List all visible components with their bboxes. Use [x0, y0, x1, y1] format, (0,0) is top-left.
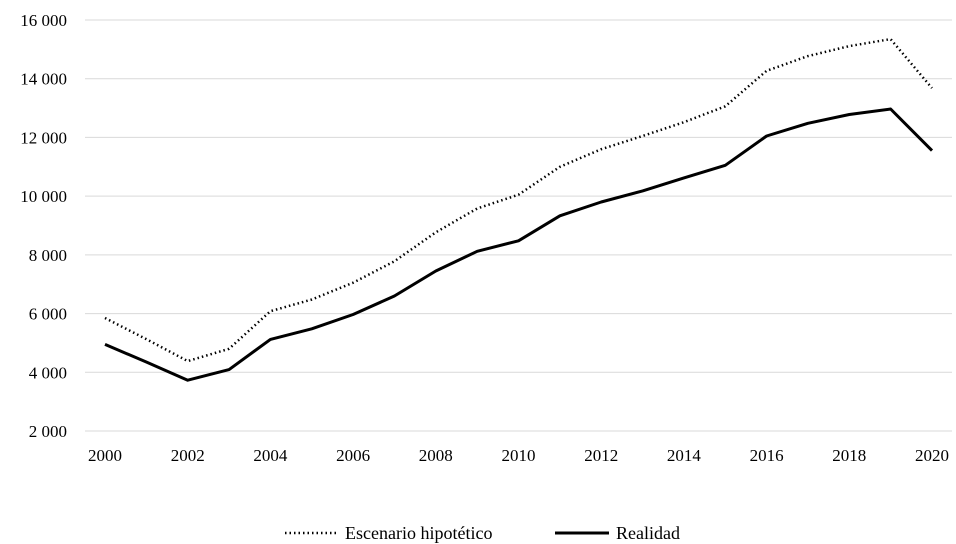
x-tick-label: 2020: [915, 446, 949, 465]
y-axis-tick-labels: 2 000 4 000 6 000 8 000 10 000 12 000 14 000 16…: [20, 11, 67, 441]
y-tick-label: 14 000: [20, 70, 67, 89]
x-tick-label: 2016: [750, 446, 784, 465]
gridlines: [85, 19, 952, 432]
x-tick-label: 2010: [502, 446, 536, 465]
y-tick-label: 4 000: [29, 363, 67, 382]
x-tick-label: 2006: [336, 446, 370, 465]
legend-label-realidad: Realidad: [616, 523, 680, 543]
x-tick-label: 2002: [171, 446, 205, 465]
y-tick-label: 8 000: [29, 246, 67, 265]
x-tick-label: 2018: [832, 446, 866, 465]
x-tick-label: 2014: [667, 446, 702, 465]
x-tick-label: 2008: [419, 446, 453, 465]
series-lines: [104, 37, 934, 382]
y-tick-label: 12 000: [20, 128, 67, 147]
y-tick-label: 16 000: [20, 11, 67, 30]
legend-label-escenario: Escenario hipotético: [345, 523, 492, 543]
y-tick-label: 10 000: [20, 187, 67, 206]
y-tick-label: 6 000: [29, 305, 67, 324]
y-tick-label: 2 000: [29, 422, 67, 441]
series-line-escenario: [104, 37, 933, 363]
series-line-realidad: [104, 107, 934, 382]
x-tick-label: 2000: [88, 446, 122, 465]
x-axis-tick-labels: 2000 2002 2004 2006 2008 2010 2012 2014 2016 2018…: [88, 446, 949, 465]
x-tick-label: 2012: [584, 446, 618, 465]
legend: Escenario hipotético Realidad: [285, 523, 680, 543]
x-tick-label: 2004: [253, 446, 288, 465]
